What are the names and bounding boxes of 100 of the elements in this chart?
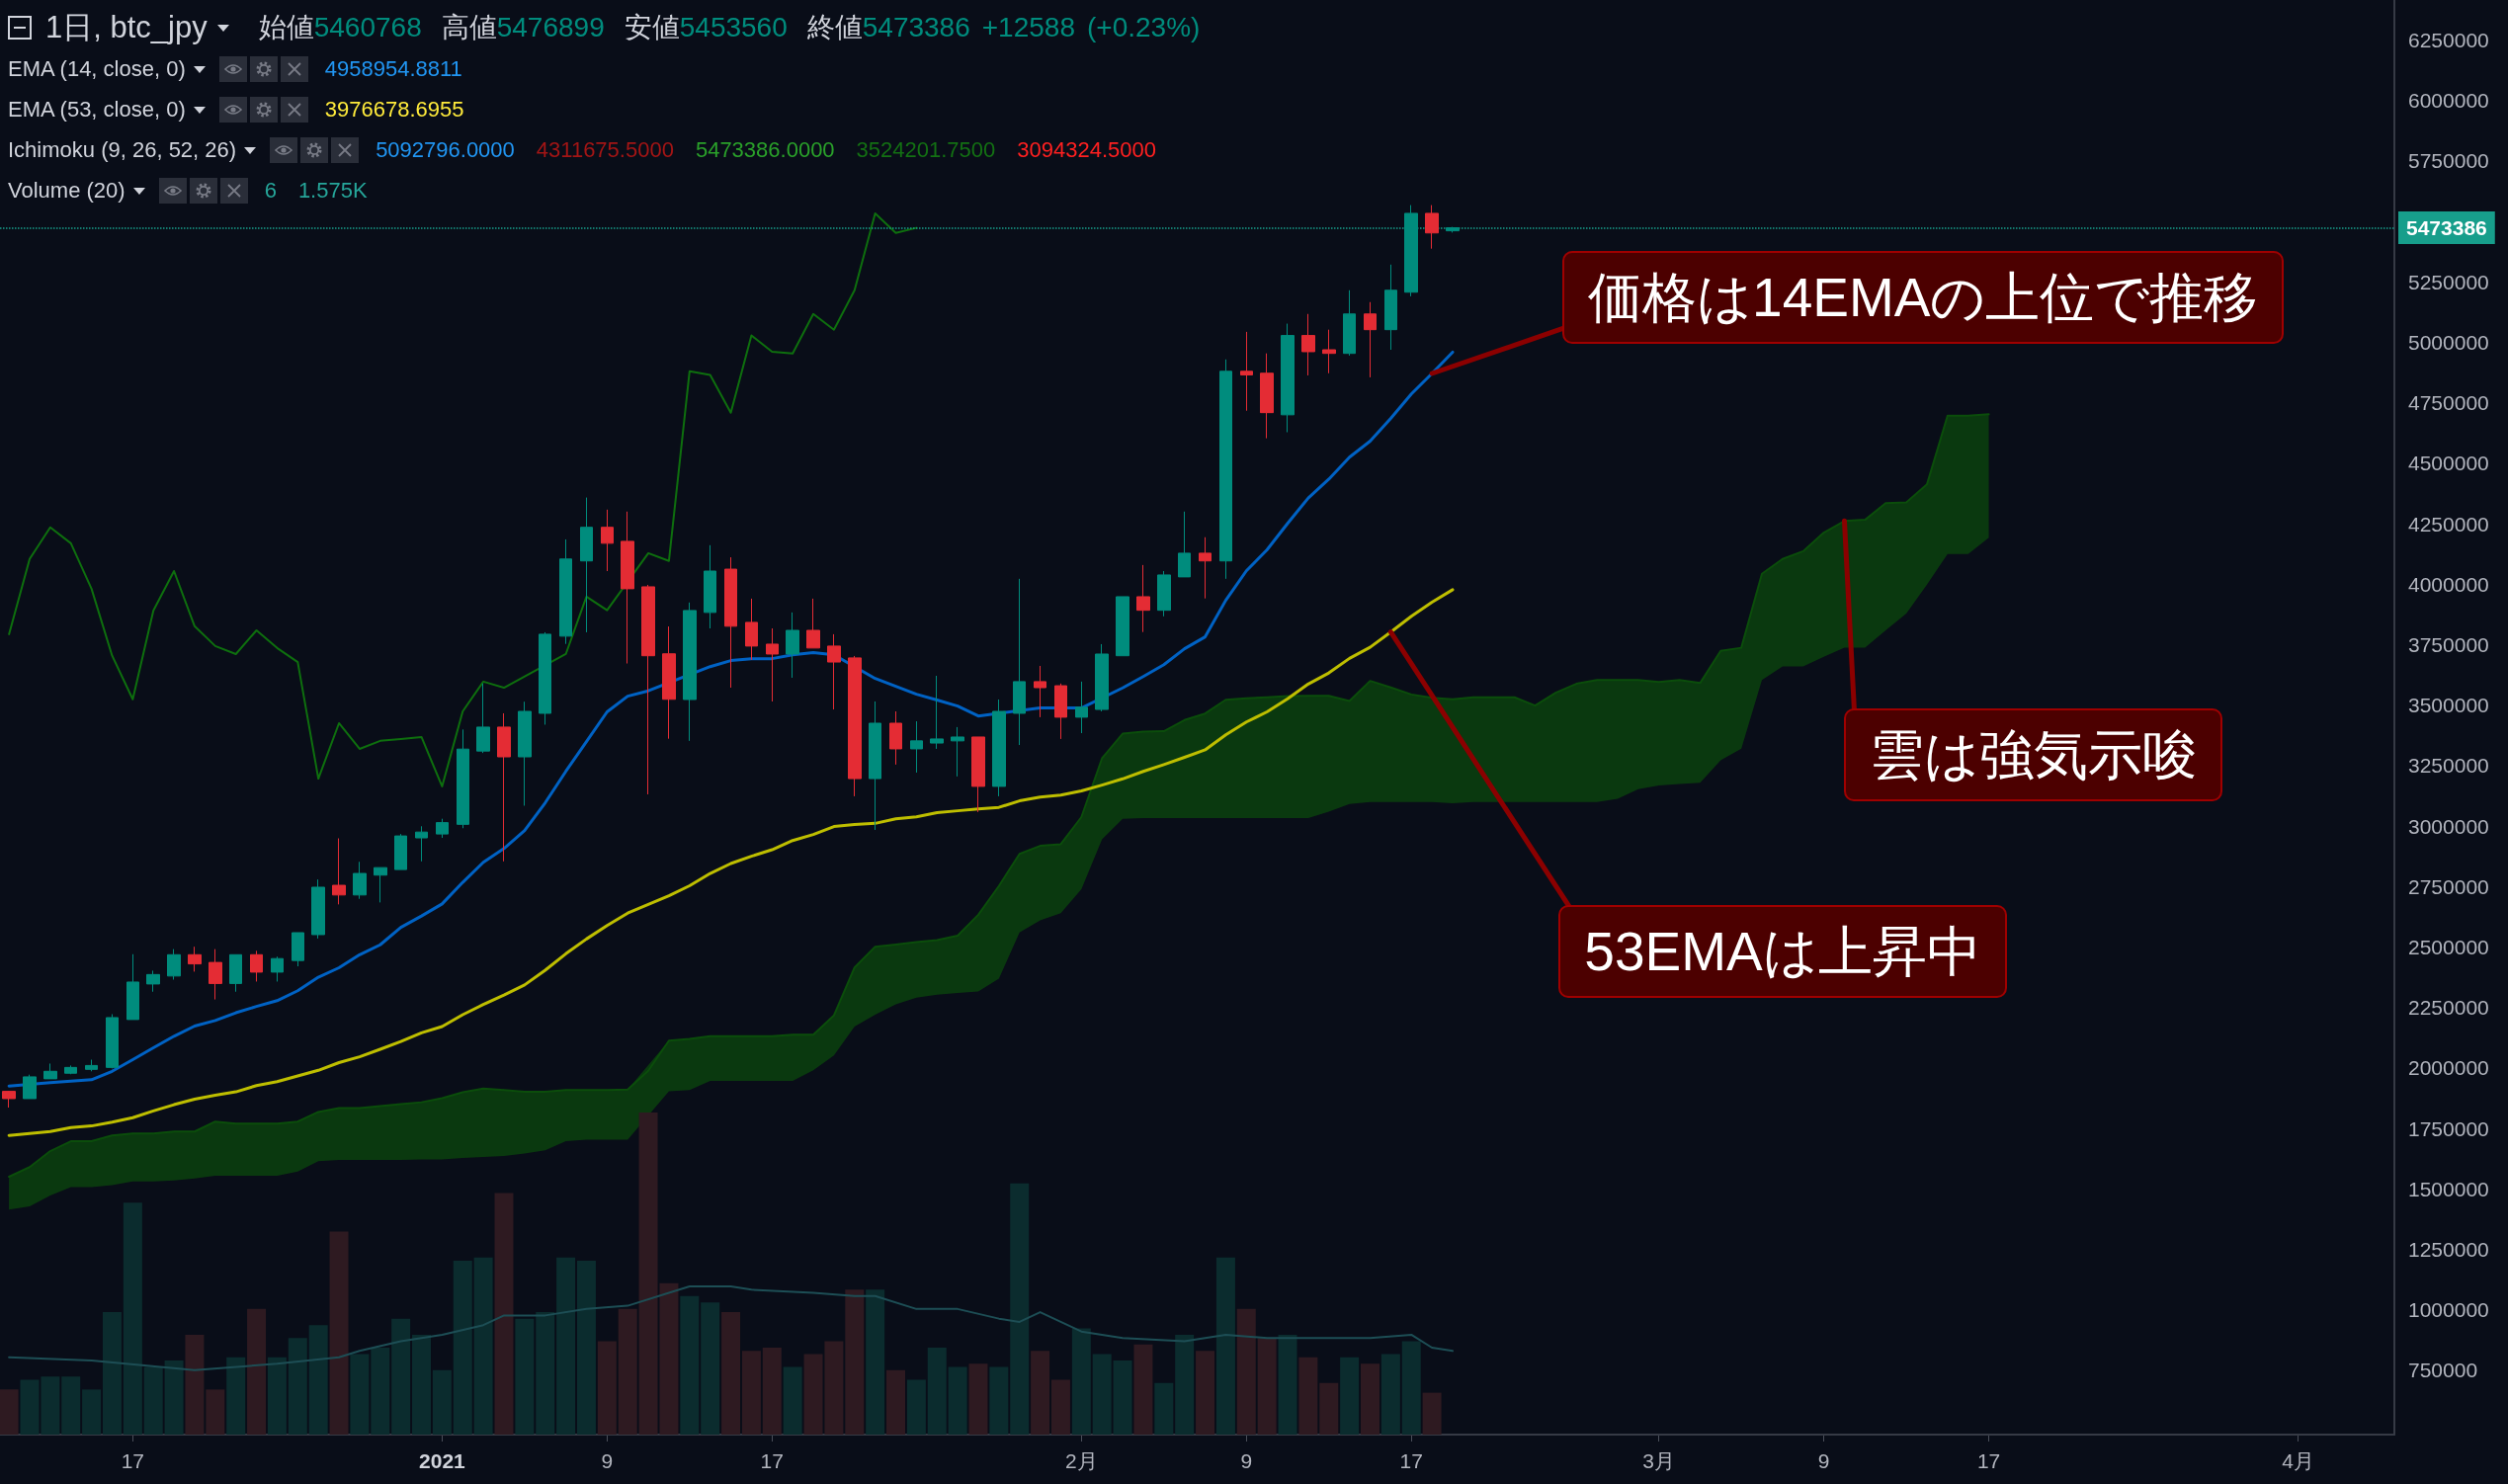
bar <box>515 1318 535 1435</box>
candlestick <box>188 946 202 972</box>
bar <box>1361 1363 1379 1435</box>
bar <box>721 1312 741 1435</box>
candlestick <box>1364 301 1377 378</box>
candlestick <box>992 699 1006 797</box>
bar <box>927 1347 947 1435</box>
bar <box>680 1295 700 1435</box>
bar <box>1278 1334 1297 1435</box>
bar <box>453 1260 472 1435</box>
bar <box>1340 1357 1360 1435</box>
y-tick-label: 4000000 <box>2408 572 2489 596</box>
x-tick-label: 17 <box>1976 1449 2001 1472</box>
bar <box>597 1341 617 1435</box>
candlestick <box>951 726 964 778</box>
candlestick <box>209 948 222 1001</box>
bar <box>968 1363 988 1435</box>
candlestick <box>827 633 841 710</box>
candlestick <box>806 598 820 649</box>
bar <box>371 1347 390 1435</box>
candlestick <box>167 948 181 980</box>
line-series <box>8 211 918 787</box>
candlestick <box>745 598 758 661</box>
candlestick <box>415 825 428 863</box>
candlestick <box>683 602 697 742</box>
bar <box>1092 1354 1112 1435</box>
candlestick <box>85 1059 98 1072</box>
y-tick-label: 3250000 <box>2408 754 2489 778</box>
candlestick <box>1157 570 1171 618</box>
candlestick <box>580 497 593 633</box>
candlestick <box>889 710 902 766</box>
candlestick <box>1219 359 1232 580</box>
bar <box>288 1338 307 1435</box>
candlestick <box>1384 264 1397 351</box>
bar <box>350 1354 370 1435</box>
y-tick-label: 2250000 <box>2408 996 2489 1020</box>
candlestick <box>1425 205 1439 250</box>
bar <box>185 1334 205 1435</box>
bar <box>41 1376 60 1435</box>
bar <box>1175 1334 1195 1435</box>
bar <box>102 1312 122 1435</box>
y-tick-label: 1000000 <box>2408 1298 2489 1322</box>
candlestick <box>1095 643 1109 712</box>
bar <box>20 1379 40 1435</box>
bar <box>1236 1308 1256 1435</box>
candlestick <box>1013 578 1026 746</box>
candlestick <box>1178 511 1191 578</box>
candlestick <box>786 612 799 679</box>
candlestick <box>848 655 862 797</box>
bar <box>1196 1351 1215 1435</box>
line-series <box>7 350 1455 1088</box>
x-tick-label: 17 <box>760 1449 784 1472</box>
bar <box>164 1360 184 1435</box>
x-tick-label: 3月 <box>1642 1449 1676 1472</box>
candlestick <box>1322 329 1336 374</box>
bar <box>412 1334 432 1435</box>
candlestick <box>476 683 490 754</box>
candlestick <box>1343 289 1356 357</box>
candlestick <box>271 955 284 982</box>
bar <box>762 1347 782 1435</box>
candlestick <box>1446 226 1460 233</box>
ref-line-label: 5473386 <box>2406 216 2487 240</box>
bar <box>143 1366 163 1435</box>
candlestick <box>1075 681 1088 734</box>
candlestick <box>539 631 551 725</box>
bar <box>618 1308 637 1435</box>
bar <box>845 1289 865 1435</box>
y-tick-label: 5750000 <box>2408 149 2489 173</box>
y-tick-label: 6250000 <box>2408 28 2489 51</box>
bar <box>0 1389 19 1435</box>
candlestick <box>43 1062 57 1080</box>
line-series <box>7 588 1455 1137</box>
candlestick <box>704 544 716 629</box>
x-tick-label: 17 <box>121 1449 145 1472</box>
bar <box>1133 1344 1153 1435</box>
candlestick <box>229 953 242 993</box>
candlestick <box>146 969 160 993</box>
candlestick <box>23 1074 37 1100</box>
candlestick <box>559 538 572 645</box>
candlestick <box>311 878 325 940</box>
bar <box>1319 1382 1339 1435</box>
bar <box>432 1369 452 1435</box>
bar <box>391 1318 411 1435</box>
x-tick-label: 2021 <box>419 1449 466 1472</box>
bar <box>1257 1338 1277 1435</box>
y-tick-label: 2500000 <box>2408 935 2489 958</box>
bar <box>989 1366 1009 1435</box>
x-tick-label: 17 <box>1399 1449 1423 1472</box>
bar <box>1380 1354 1400 1435</box>
candlestick <box>1301 313 1315 376</box>
candlestick <box>766 627 779 702</box>
x-tick-label: 4月 <box>2282 1449 2314 1472</box>
chart-title: 1日, btc_jpy <box>45 9 208 46</box>
text: EMA (14, close, 0) 4958954.8811 <box>8 56 462 81</box>
candlestick <box>869 701 881 831</box>
candlestick <box>971 736 985 813</box>
y-tick-label: 4500000 <box>2408 452 2489 475</box>
x-tick-label: 9 <box>601 1449 614 1472</box>
y-tick-label: 4750000 <box>2408 391 2489 415</box>
annotation: 雲は強気示唆 <box>1844 708 2223 802</box>
